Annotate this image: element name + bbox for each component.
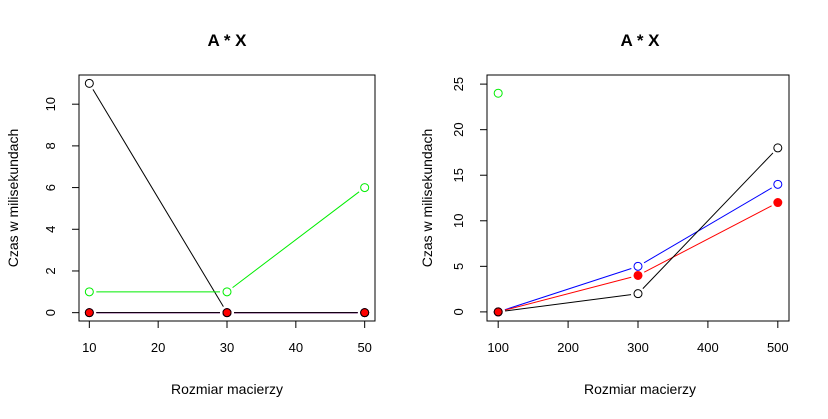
data-point (493, 88, 503, 98)
y-tick-label: 25 (451, 77, 466, 91)
x-tick-label: 10 (82, 340, 96, 355)
y-axis-label-right: Czas w milisekundach (419, 129, 435, 268)
data-point (773, 179, 783, 189)
y-tick-label: 2 (43, 267, 58, 274)
series-line-segment (504, 276, 632, 311)
data-point (84, 287, 94, 297)
panel-right: A * X Rozmiar macierzy Czas w milisekund… (419, 31, 790, 397)
plot-frame-right (486, 74, 790, 322)
data-point (222, 308, 232, 318)
axis-ticks-right: 100 200 300 400 500 0 5 10 15 20 25 (451, 77, 789, 355)
x-axis-label-right: Rozmiar macierzy (584, 381, 696, 397)
data-point (633, 261, 643, 271)
data-point (633, 289, 643, 299)
series-line-segment (92, 89, 224, 307)
series-line-segment (642, 152, 774, 289)
data-point (84, 308, 94, 318)
x-tick-label: 20 (151, 340, 165, 355)
chart-marks-left (84, 78, 370, 318)
data-point (773, 143, 783, 153)
x-axis-label-left: Rozmiar macierzy (171, 381, 283, 397)
chart-title-left: A * X (207, 31, 247, 50)
y-tick-label: 10 (43, 97, 58, 111)
data-point (222, 287, 232, 297)
data-point (633, 270, 643, 280)
y-tick-label: 4 (43, 226, 58, 233)
plot-frame-left (78, 74, 376, 322)
x-tick-label: 40 (289, 340, 303, 355)
x-tick-label: 50 (357, 340, 371, 355)
data-point (360, 308, 370, 318)
series-line-segment (505, 294, 632, 312)
data-point (84, 78, 94, 88)
y-tick-label: 0 (43, 309, 58, 316)
series-line-segment (643, 187, 773, 264)
y-tick-label: 15 (451, 168, 466, 182)
series-line-segment (504, 268, 632, 311)
x-tick-label: 30 (220, 340, 234, 355)
series-line-segment (643, 205, 772, 273)
data-point (360, 183, 370, 193)
y-tick-label: 10 (451, 214, 466, 228)
y-tick-label: 20 (451, 122, 466, 136)
data-point (493, 307, 503, 317)
panel-left: A * X Rozmiar macierzy Czas w milisekund… (5, 31, 376, 397)
x-tick-label: 100 (487, 340, 509, 355)
x-tick-label: 400 (697, 340, 719, 355)
x-tick-label: 300 (627, 340, 649, 355)
y-tick-label: 8 (43, 142, 58, 149)
series-line-segment (232, 191, 360, 288)
data-point (773, 198, 783, 208)
y-tick-label: 5 (451, 263, 466, 270)
chart-title-right: A * X (620, 31, 660, 50)
y-tick-label: 6 (43, 184, 58, 191)
x-tick-label: 200 (557, 340, 579, 355)
chart-marks-right (493, 88, 783, 317)
y-axis-label-left: Czas w milisekundach (5, 129, 21, 268)
y-tick-label: 0 (451, 308, 466, 315)
x-tick-label: 500 (767, 340, 789, 355)
axis-ticks-left: 10 20 30 40 50 0 2 4 6 8 10 (43, 97, 372, 355)
